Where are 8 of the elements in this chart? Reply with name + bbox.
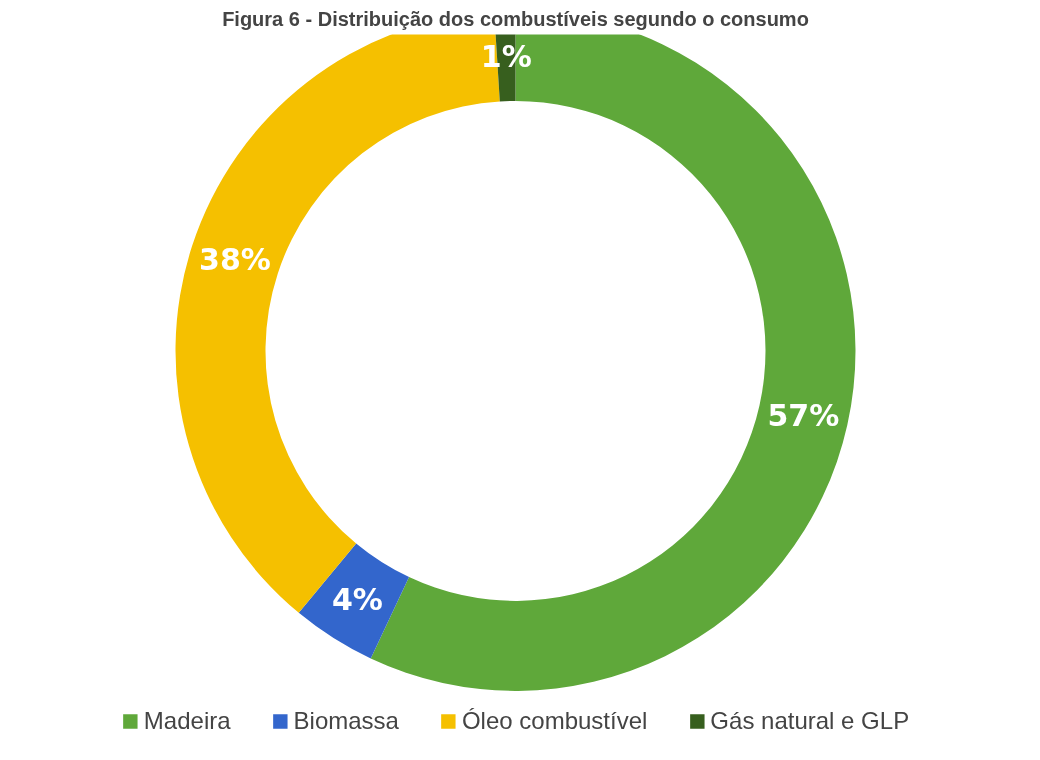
legend-label: Madeira — [143, 707, 231, 735]
data-label: 38% — [199, 242, 271, 278]
data-label: 4% — [331, 582, 383, 618]
data-label: 57% — [767, 397, 840, 433]
legend-label: Biomassa — [293, 707, 399, 735]
legend-label: Óleo combustível — [461, 707, 648, 735]
chart-title: Figura 6 - Distribuição dos combustíveis segundo o consumo — [222, 7, 809, 30]
legend-label: Gás natural e GLP — [710, 707, 910, 735]
